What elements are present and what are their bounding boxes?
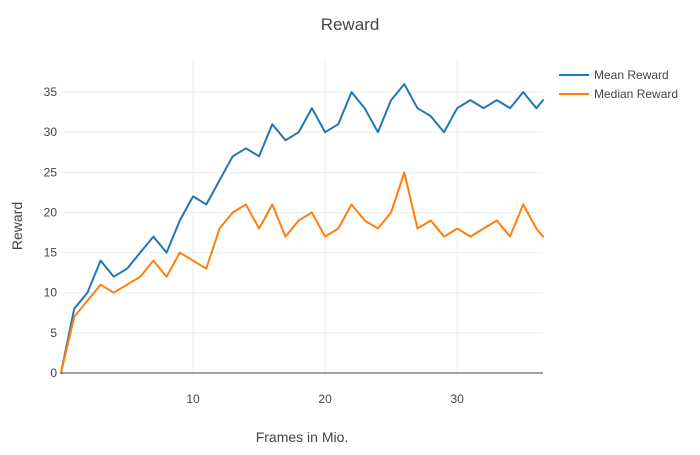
median-reward-line <box>60 171 544 374</box>
grid-layer <box>61 60 543 373</box>
legend[interactable]: Mean Reward Median Reward <box>559 68 678 101</box>
legend-label: Mean Reward <box>594 68 669 82</box>
tick-layer: 0 5 10 15 20 25 30 35 10 20 30 <box>44 85 465 406</box>
legend-item-mean-reward[interactable]: Mean Reward <box>559 68 669 82</box>
y-tick-label: 20 <box>44 205 58 219</box>
y-tick-label: 25 <box>44 165 58 179</box>
mean-reward-line <box>60 83 544 374</box>
y-tick-label: 30 <box>44 125 58 139</box>
y-tick-label: 5 <box>50 326 57 340</box>
y-axis-title: Reward <box>9 202 25 250</box>
legend-label: Median Reward <box>594 87 678 101</box>
y-tick-label: 15 <box>44 246 58 260</box>
legend-item-median-reward[interactable]: Median Reward <box>559 87 678 101</box>
y-tick-label: 10 <box>44 286 58 300</box>
y-tick-label: 0 <box>50 366 57 380</box>
x-tick-label: 10 <box>186 392 200 406</box>
x-tick-label: 20 <box>318 392 332 406</box>
x-axis-title: Frames in Mio. <box>256 429 349 445</box>
y-tick-label: 35 <box>44 85 58 99</box>
series-layer <box>60 83 544 374</box>
x-tick-label: 30 <box>450 392 464 406</box>
chart-title: Reward <box>321 15 380 34</box>
